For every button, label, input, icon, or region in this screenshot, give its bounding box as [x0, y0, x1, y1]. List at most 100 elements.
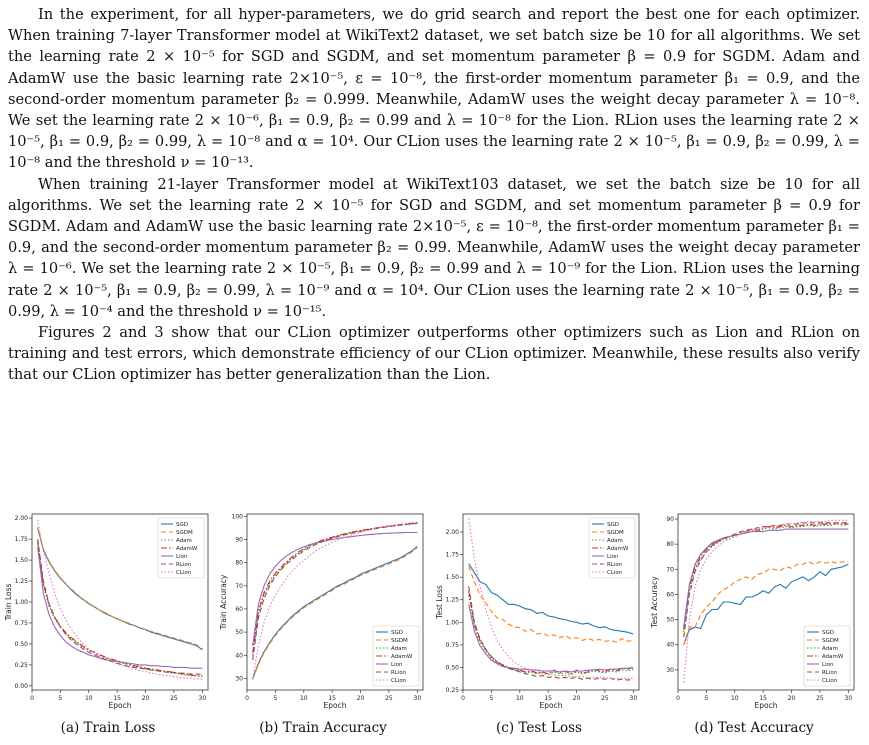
x-axis-label: Epoch — [540, 701, 563, 710]
legend-label: Lion — [391, 662, 403, 668]
x-tick-label: 25 — [816, 695, 824, 702]
y-tick-label: 90 — [666, 516, 674, 523]
x-tick-label: 20 — [142, 695, 150, 702]
y-tick-label: 30 — [235, 675, 243, 682]
x-tick-label: 10 — [516, 695, 524, 702]
series-line-sgd — [683, 563, 849, 645]
legend-label: AdamW — [176, 546, 198, 552]
legend-label: Adam — [176, 538, 192, 544]
y-tick-label: 30 — [666, 667, 674, 674]
x-tick-label: 10 — [300, 695, 308, 702]
series-line-sgdm — [252, 547, 418, 680]
y-tick-label: 100 — [232, 513, 244, 520]
chart-test-loss: 0 5 10 15 20 25 30 0.25 0.50 0.75 1.00 1.25 1.50 1.75… — [435, 513, 640, 710]
x-axis-label: Epoch — [324, 701, 347, 710]
legend-label: Lion — [607, 554, 619, 560]
series-line-clion — [252, 521, 418, 679]
legend-label: RLion — [607, 562, 623, 568]
figure-train-loss: 0 5 10 15 20 25 30 0.00 0.25 0.50 0.75 1.00 1.25 1.50… — [2, 510, 214, 716]
legend-label: SGDM — [176, 530, 193, 536]
x-tick-label: 0 — [30, 695, 34, 702]
series-line-sgdm — [683, 561, 849, 645]
y-tick-label: 2.00 — [446, 529, 460, 536]
y-axis-label: Train Accuracy — [219, 574, 228, 630]
legend-label: SGDM — [607, 530, 624, 536]
y-axis-label: Train Loss — [4, 583, 13, 621]
x-tick-label: 20 — [573, 695, 581, 702]
series-line-sgdm — [37, 527, 203, 650]
legend-label: Adam — [822, 646, 838, 652]
y-tick-label: 1.75 — [15, 536, 29, 543]
series-line-rlion — [37, 539, 203, 675]
x-axis-label: Epoch — [755, 701, 778, 710]
y-tick-label: 50 — [235, 629, 243, 636]
x-axis-label: Epoch — [109, 701, 132, 710]
y-tick-label: 1.25 — [15, 578, 29, 585]
series-line-rlion — [683, 522, 849, 638]
figure-caption: (c) Test Loss — [496, 720, 582, 736]
y-tick-label: 1.75 — [446, 552, 460, 559]
x-tick-label: 30 — [845, 695, 853, 702]
series-line-lion — [683, 528, 849, 628]
x-tick-label: 30 — [199, 695, 207, 702]
x-tick-label: 10 — [85, 695, 93, 702]
series-line-adam — [252, 523, 418, 656]
y-axis-label: Test Accuracy — [650, 576, 659, 629]
legend — [157, 517, 205, 579]
figure-test-loss: 0 5 10 15 20 25 30 0.25 0.50 0.75 1.00 1.25 1.50 1.75… — [433, 510, 645, 716]
x-tick-label: 5 — [704, 695, 708, 702]
figure-train-accuracy: 0 5 10 15 20 25 30 30 40 50 60 70 80 90 100 Epoch Train … — [217, 510, 429, 716]
figure-caption: (a) Train Loss — [60, 720, 156, 736]
x-tick-label: 30 — [414, 695, 422, 702]
x-tick-label: 25 — [601, 695, 609, 702]
y-tick-label: 40 — [235, 652, 243, 659]
y-tick-label: 1.00 — [15, 599, 29, 606]
series-line-rlion — [468, 586, 634, 681]
series-line-lion — [468, 604, 634, 673]
legend-label: CLion — [607, 570, 623, 576]
x-tick-label: 5 — [489, 695, 493, 702]
x-tick-label: 15 — [328, 695, 336, 702]
legend-label: CLion — [176, 570, 192, 576]
y-tick-label: 50 — [666, 617, 674, 624]
figure-caption: (d) Test Accuracy — [694, 720, 814, 736]
y-tick-label: 2.00 — [15, 515, 29, 522]
paragraph: Figures 2 and 3 show that our CLion opti… — [8, 324, 860, 384]
paragraph: In the experiment, for all hyper-paramet… — [8, 6, 860, 172]
legend-label: SGDM — [391, 638, 408, 644]
x-tick-label: 20 — [357, 695, 365, 702]
series-line-adam — [468, 595, 634, 676]
x-tick-label: 10 — [731, 695, 739, 702]
x-tick-label: 0 — [676, 695, 680, 702]
x-tick-label: 20 — [788, 695, 796, 702]
x-tick-label: 15 — [544, 695, 552, 702]
legend-label: RLion — [391, 670, 407, 676]
y-tick-label: 0.25 — [15, 662, 29, 669]
chart-train-loss: 0 5 10 15 20 25 30 0.00 0.25 0.50 0.75 1.00 1.25 1.50… — [4, 513, 209, 710]
series-line-sgdm — [468, 566, 634, 643]
legend-label: SGD — [176, 522, 188, 528]
y-axis-label: Test Loss — [435, 585, 444, 620]
x-tick-label: 15 — [113, 695, 121, 702]
legend-label: SGD — [822, 630, 834, 636]
y-tick-label: 0.50 — [446, 664, 460, 671]
y-tick-label: 1.50 — [15, 557, 29, 564]
body-text: In the experiment, for all hyper-paramet… — [8, 4, 860, 386]
legend-label: SGD — [607, 522, 619, 528]
y-tick-label: 1.25 — [446, 597, 460, 604]
legend-label: CLion — [822, 678, 838, 684]
y-tick-label: 1.50 — [446, 574, 460, 581]
series-line-sgd — [252, 545, 418, 679]
figure-test-accuracy: 0 5 10 15 20 25 30 30 40 50 60 70 80 90 Epoch Test Accu… — [648, 510, 860, 716]
series-line-lion — [37, 547, 203, 669]
legend-label: Lion — [176, 554, 188, 560]
legend — [588, 517, 636, 579]
legend-label: RLion — [822, 670, 838, 676]
y-tick-label: 0.25 — [446, 687, 460, 694]
figure-caption: (b) Train Accuracy — [259, 720, 387, 736]
y-tick-label: 80 — [666, 541, 674, 548]
legend-label: AdamW — [391, 654, 413, 660]
paragraph: When training 21-layer Transformer model… — [8, 175, 860, 320]
x-tick-label: 30 — [630, 695, 638, 702]
